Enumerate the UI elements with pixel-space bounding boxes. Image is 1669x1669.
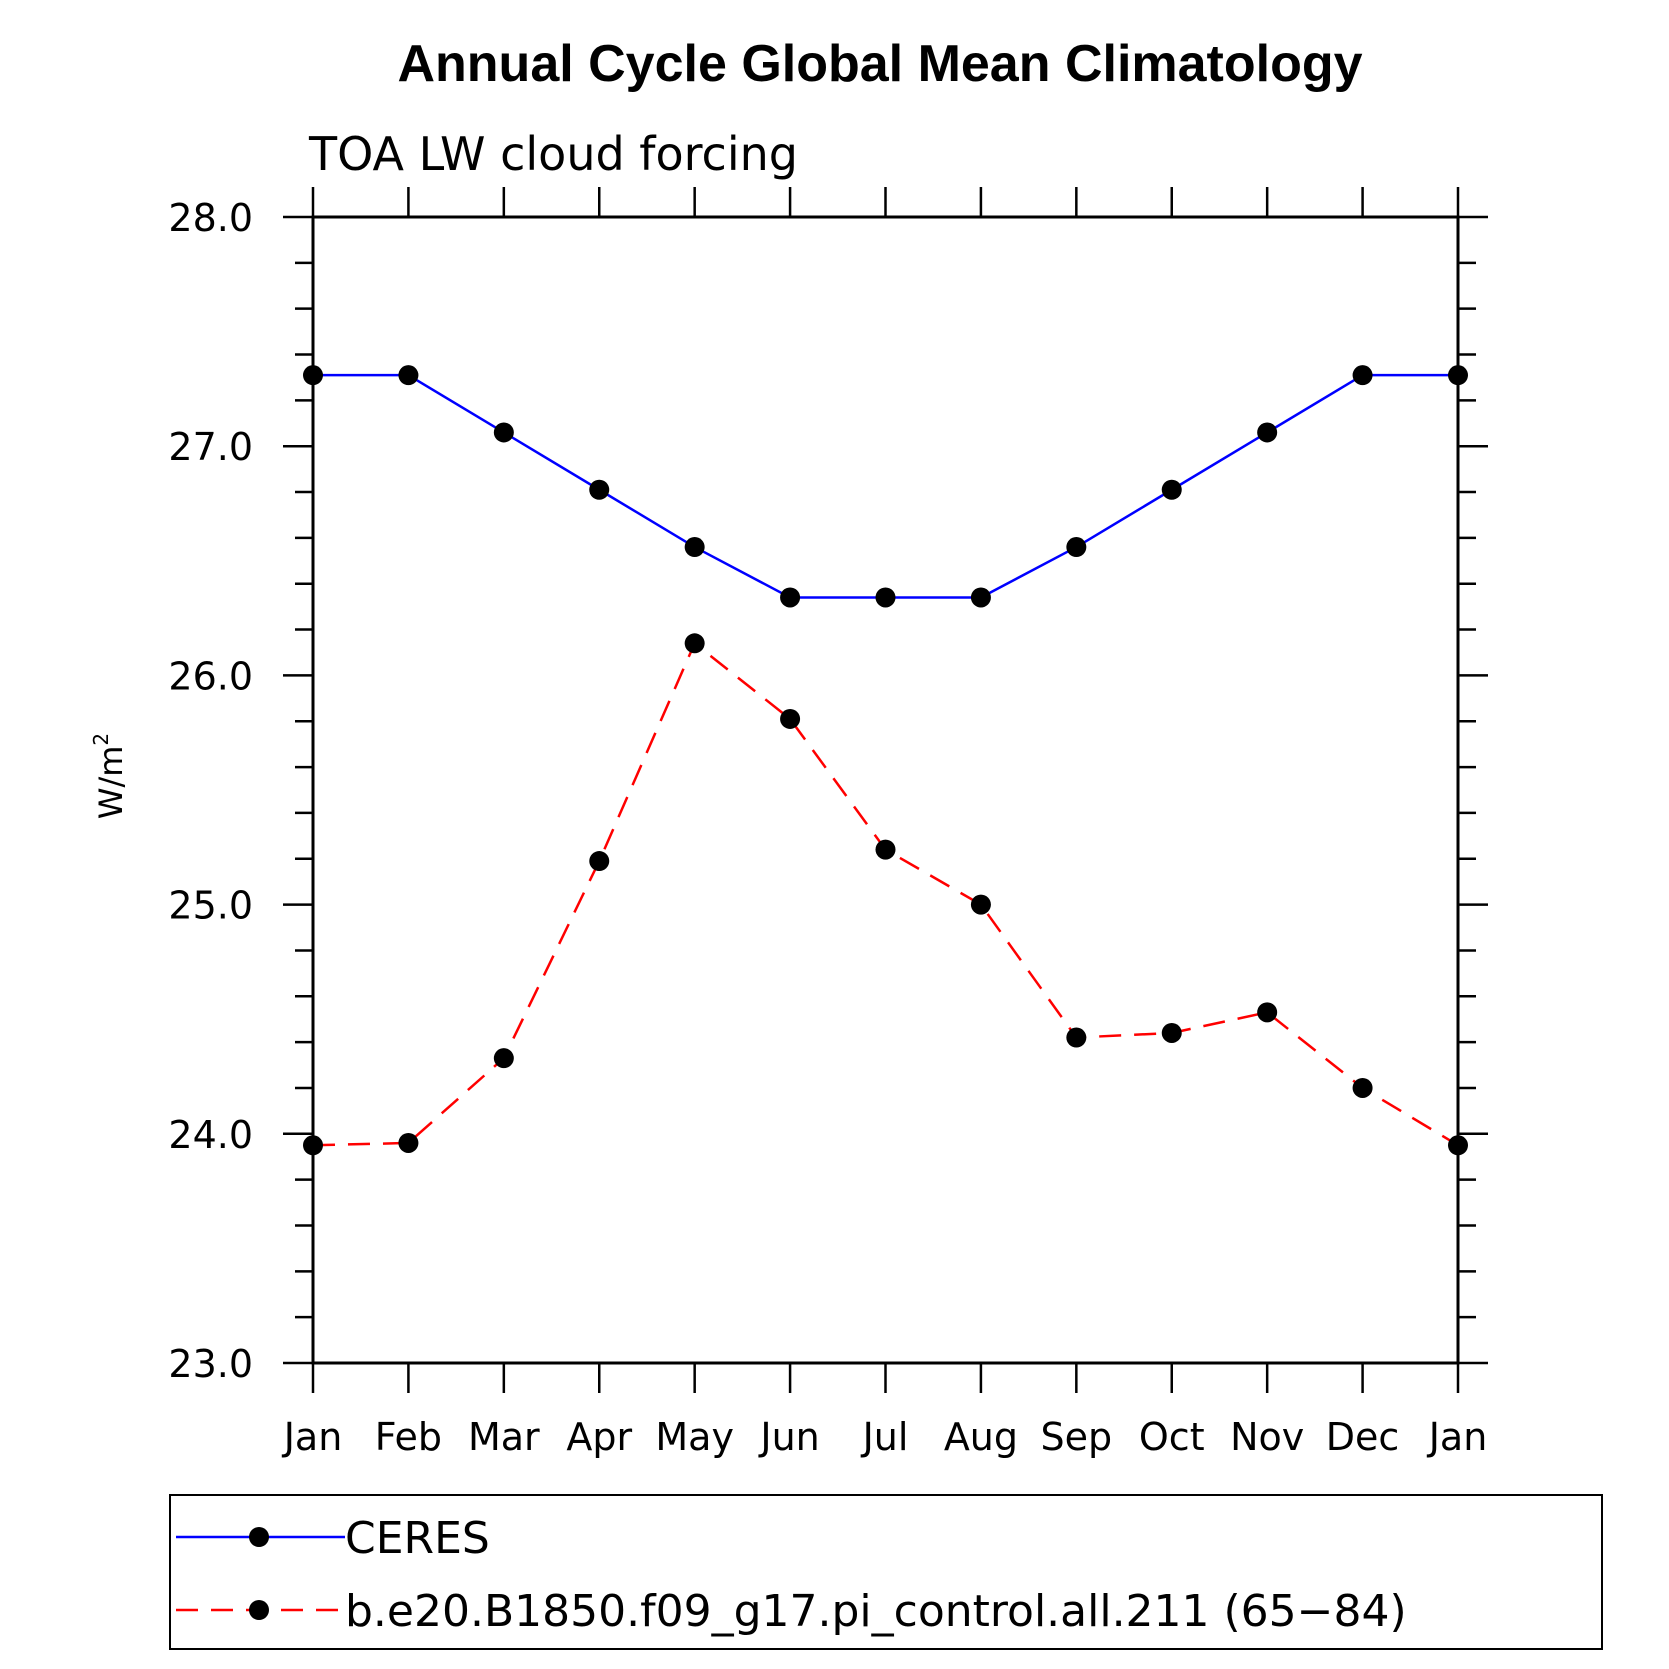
legend-box xyxy=(169,1494,1603,1650)
chart-subtitle: TOA LW cloud forcing xyxy=(308,127,798,181)
y-tick-label: 28.0 xyxy=(168,196,253,240)
series-0-point xyxy=(303,365,323,386)
y-tick-label: 24.0 xyxy=(168,1113,253,1157)
x-tick-label: Jan xyxy=(1427,1415,1488,1459)
axis-ticks xyxy=(283,187,1488,1393)
series-1-point xyxy=(780,708,801,729)
x-tick-label: Oct xyxy=(1139,1415,1205,1459)
series-0-point xyxy=(398,365,419,386)
series-line-0 xyxy=(313,373,1458,599)
series-layer xyxy=(303,365,1468,1156)
x-tick-label: Dec xyxy=(1326,1415,1400,1459)
series-1-point xyxy=(970,894,991,915)
x-tick-label: Jul xyxy=(861,1415,909,1459)
x-tick-label: Apr xyxy=(566,1415,632,1459)
series-1-point xyxy=(1352,1077,1373,1098)
series-1-point xyxy=(589,851,610,872)
series-0-point xyxy=(684,537,705,558)
y-tick-label: 26.0 xyxy=(168,654,253,698)
series-0-point xyxy=(1448,365,1468,386)
y-axis-label: W/m xyxy=(92,746,130,820)
series-0-point xyxy=(1161,479,1182,500)
series-0-point xyxy=(1066,537,1087,558)
legend-marker-model xyxy=(249,1600,269,1620)
x-tick-label: Aug xyxy=(944,1415,1018,1459)
series-0-point xyxy=(589,479,610,500)
legend-label-model: b.e20.B1850.f09_g17.pi_control.all.211 (… xyxy=(345,1586,1407,1637)
series-1-point xyxy=(398,1132,419,1153)
series-line-1 xyxy=(312,641,1459,1147)
x-tick-labels: Jan Feb Mar Apr May Jun Jul Aug Sep Oct Nov Dec Jan xyxy=(282,1415,1488,1459)
x-tick-label: Feb xyxy=(375,1415,442,1459)
y-axis-label-superscript: 2 xyxy=(89,733,113,746)
y-tick-labels: 23.0 24.0 25.0 26.0 27.0 28.0 xyxy=(168,196,253,1386)
series-0-point xyxy=(1352,365,1373,386)
series-0-point xyxy=(875,587,896,608)
series-0-point xyxy=(970,587,991,608)
series-0-point xyxy=(1257,422,1278,443)
svg-text:W/m2: W/m2 xyxy=(89,733,130,819)
y-axis-title: W/m2 xyxy=(89,733,130,819)
y-tick-label: 25.0 xyxy=(168,884,253,928)
legend-marker-ceres xyxy=(249,1527,269,1547)
legend-label-ceres: CERES xyxy=(345,1513,490,1564)
series-0-point xyxy=(493,422,514,443)
series-1-point xyxy=(1066,1027,1087,1048)
x-tick-label: Jun xyxy=(758,1415,819,1459)
plot-frame xyxy=(311,215,1460,1365)
series-0-point xyxy=(780,587,801,608)
x-tick-label: May xyxy=(655,1415,734,1459)
series-1-point xyxy=(684,633,705,654)
series-1-point xyxy=(875,839,896,860)
chart-title: Annual Cycle Global Mean Climatology xyxy=(397,35,1362,93)
x-tick-label: Sep xyxy=(1041,1415,1113,1459)
series-1-point xyxy=(1448,1135,1468,1156)
y-tick-label: 23.0 xyxy=(168,1342,253,1386)
x-tick-label: Nov xyxy=(1230,1415,1304,1459)
y-tick-label: 27.0 xyxy=(168,425,253,469)
series-1-point xyxy=(493,1048,514,1069)
legend: CERES b.e20.B1850.f09_g17.pi_control.all… xyxy=(169,1494,1603,1650)
x-tick-label: Mar xyxy=(468,1415,540,1459)
series-1-point xyxy=(1257,1002,1278,1023)
series-1-point xyxy=(303,1135,323,1156)
series-1-point xyxy=(1161,1022,1182,1043)
x-tick-label: Jan xyxy=(282,1415,343,1459)
